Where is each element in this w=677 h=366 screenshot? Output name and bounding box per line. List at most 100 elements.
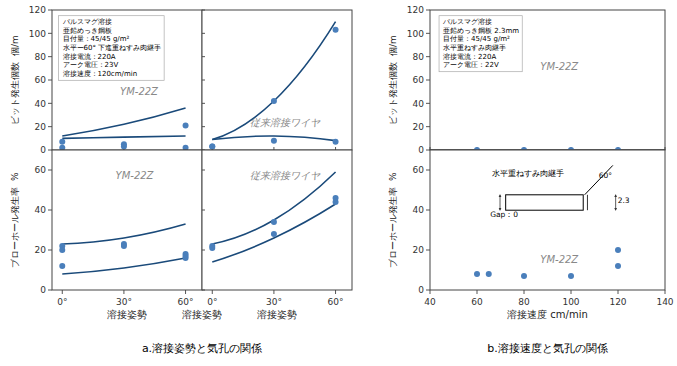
point <box>121 144 127 150</box>
point <box>271 98 277 104</box>
y-axis-label: ビット発生個数 個/m <box>388 35 398 125</box>
inset-label: Gap：0 <box>490 210 518 219</box>
caption: b.溶接速度と気孔の関係 <box>487 342 607 355</box>
x-tick <box>273 290 274 294</box>
x-axis-label: 溶接姿勢 <box>107 309 147 320</box>
y-tick <box>48 126 52 127</box>
subplot: 4060801001201400204060YM-22Z水平重ねすみ肉継手Gap… <box>388 150 674 355</box>
x-tick-label: 100 <box>562 297 579 307</box>
y-tick <box>426 170 430 171</box>
y-tick <box>426 33 430 34</box>
point <box>209 144 215 150</box>
frame <box>52 10 202 150</box>
inset: 水平重ねすみ肉継手Gap：060°2.3 <box>490 165 630 219</box>
y-tick-label: 40 <box>413 205 425 215</box>
point <box>183 253 189 259</box>
point <box>615 247 621 253</box>
y-tick <box>48 210 52 211</box>
y-tick <box>48 56 52 57</box>
x-tick <box>430 290 431 294</box>
y-tick-label: 0 <box>418 145 424 155</box>
info-line: 水平ー60° 下進重ねすみ肉継手 <box>63 44 162 52</box>
x-tick-label: 120 <box>609 297 626 307</box>
x-tick <box>62 290 63 294</box>
y-tick-label: 20 <box>35 122 47 132</box>
line <box>62 258 185 274</box>
caption: a.溶接姿勢と気孔の関係 <box>142 342 262 355</box>
y-tick-label: 0 <box>40 285 46 295</box>
x-tick <box>123 290 124 294</box>
plot-area <box>52 150 202 290</box>
inset-plate <box>506 195 584 210</box>
info-line: 溶接電流：220A <box>443 53 496 61</box>
point <box>333 27 339 33</box>
lines <box>212 172 335 262</box>
y-tick-label: 120 <box>29 5 46 15</box>
info-line: 亜鉛めっき鋼板 2.3mm <box>443 27 519 35</box>
points <box>209 195 338 251</box>
point <box>486 271 492 277</box>
line <box>62 136 185 138</box>
annotation: YM-22Z <box>540 61 579 72</box>
frame <box>52 150 202 290</box>
x-tick-label: 0° <box>57 297 67 307</box>
plot-area <box>202 150 352 290</box>
line <box>212 172 335 244</box>
info-line: パルスマグ溶接 <box>62 18 112 26</box>
x-tick <box>571 290 572 294</box>
line <box>212 204 335 262</box>
inset-weld <box>585 165 613 194</box>
plot-area <box>52 10 202 150</box>
annotation: YM-22Z <box>116 170 155 181</box>
point <box>568 273 574 279</box>
x-tick <box>335 290 336 294</box>
line <box>212 22 335 140</box>
x-tick-label: 140 <box>656 297 673 307</box>
frame <box>430 10 665 150</box>
inset-label: 2.3 <box>618 196 630 205</box>
y-axis-label: ブローホール発生率 % <box>10 172 20 268</box>
subplot: 020406080100120YM-22Zパルスマグ溶接亜鉛めっき鋼板 2.3m… <box>388 5 665 155</box>
point <box>209 144 215 150</box>
y-tick-label: 80 <box>35 52 47 62</box>
y-tick <box>426 10 430 11</box>
annotation: 従来溶接ワイヤ <box>250 117 321 128</box>
lines <box>62 108 185 138</box>
info-box-bg <box>439 16 522 72</box>
plot-area <box>430 150 665 290</box>
info-line: アーク電圧：23V <box>63 61 119 69</box>
y-tick-label: 100 <box>407 29 424 39</box>
x-tick <box>477 290 478 294</box>
x-tick-label: 0° <box>207 297 217 307</box>
x-tick-label: 30° <box>266 297 282 307</box>
point <box>59 247 65 253</box>
y-tick <box>426 103 430 104</box>
x-tick-label: 30° <box>116 297 132 307</box>
y-tick-label: 80 <box>413 52 425 62</box>
x-tick <box>185 290 186 294</box>
plot-area <box>202 10 352 150</box>
points <box>474 247 621 279</box>
x-tick-label: 60° <box>328 297 344 307</box>
y-tick <box>48 103 52 104</box>
info-line: 溶接速度：120cm/min <box>63 70 138 78</box>
y-tick <box>426 250 430 251</box>
inset-edge <box>587 195 588 210</box>
inset-title: 水平重ねすみ肉継手 <box>492 169 564 178</box>
y-tick-label: 0 <box>418 285 424 295</box>
inset-arrow <box>500 195 501 210</box>
x-tick <box>618 290 619 294</box>
points <box>209 27 338 150</box>
y-tick-label: 120 <box>407 5 424 15</box>
info-line: 亜鉛めっき鋼板 <box>63 27 112 35</box>
info-line: 目付量：45/45 g/m² <box>443 35 510 43</box>
x-tick-label: 60 <box>471 297 483 307</box>
y-axis-label: ビット発生個数 個/m <box>10 35 20 125</box>
point <box>333 139 339 145</box>
x-tick <box>212 290 213 294</box>
frame <box>202 10 352 150</box>
y-tick <box>48 10 52 11</box>
y-tick <box>426 150 430 151</box>
point <box>521 273 527 279</box>
point <box>121 243 127 249</box>
